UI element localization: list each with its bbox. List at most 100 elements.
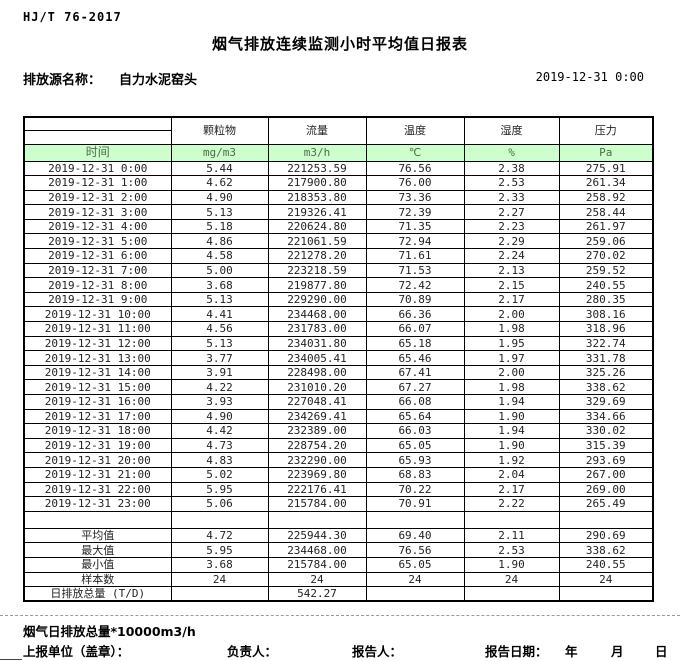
cell-value: 4.42 (170, 423, 269, 439)
cell-value: 240.55 (558, 556, 654, 573)
page-title: 烟气排放连续监测小时平均值日报表 (211, 35, 468, 53)
cell-value: 4.86 (170, 233, 269, 250)
cell-value: 228498.00 (267, 364, 367, 381)
table-row: 2019-12-31 9:00 5.13 229290.00 70.89 2.17 280… (23, 291, 654, 308)
cell-value: 76.56 (365, 160, 465, 177)
cell-value: 275.91 (558, 160, 654, 177)
row-time: 2019-12-31 23:00 (23, 496, 172, 512)
cell-value: 267.00 (558, 466, 654, 483)
cell-value: 227048.41 (267, 394, 367, 410)
cell-value: 4.62 (170, 175, 269, 191)
cell-value: 65.05 (365, 437, 465, 454)
table-row: 2019-12-31 14:00 3.91 228498.00 67.41 2.00 32… (23, 364, 654, 381)
cell-value: 234269.41 (267, 408, 367, 425)
cell-value: 338.62 (558, 379, 654, 395)
cell-value (558, 510, 654, 529)
cell-value: 4.22 (170, 379, 269, 395)
cell-value (365, 586, 465, 602)
table-row: 2019-12-31 20:00 4.83 232290.00 65.93 1.92 29… (23, 452, 654, 468)
column-header-pressure: 压力 (558, 116, 654, 145)
table-row: 2019-12-31 13:00 3.77 234005.41 65.46 1.97 33… (23, 350, 654, 366)
cell-value: 4.72 (170, 527, 269, 544)
cell-value: 72.42 (365, 277, 465, 293)
cell-value: 1.90 (463, 556, 560, 573)
cell-value: 70.89 (365, 291, 465, 308)
source-name-label: 排放源名称： (23, 73, 102, 88)
cell-value (558, 586, 654, 602)
summary-label: 样本数 (23, 571, 172, 588)
cell-value (267, 510, 367, 529)
cell-value: 334.66 (558, 408, 654, 425)
cell-value (170, 586, 269, 602)
table-row: 2019-12-31 7:00 5.00 223218.59 71.53 2.13 259… (23, 262, 654, 279)
cell-value: 5.13 (170, 291, 269, 308)
cell-value (463, 586, 560, 602)
cell-value: 325.26 (558, 364, 654, 381)
cell-value: 1.94 (463, 423, 560, 439)
row-time: 2019-12-31 15:00 (23, 379, 172, 395)
standard-code: HJ/T 76-2017 (23, 10, 122, 24)
cell-value: 215784.00 (267, 556, 367, 573)
table-row: 2019-12-31 16:00 3.93 227048.41 66.08 1.94 32… (23, 394, 654, 410)
cell-value: 76.00 (365, 175, 465, 191)
cell-value: 221061.59 (267, 233, 367, 250)
table-row: 2019-12-31 0:00 5.44 221253.59 76.56 2.38 275… (23, 160, 654, 177)
summary-row: 平均值 4.72 225944.30 69.40 2.11 290.69 (23, 527, 654, 544)
cell-value: 5.13 (170, 335, 269, 352)
cell-value: 2.17 (463, 481, 560, 498)
cell-value: 5.95 (170, 542, 269, 558)
cell-value: 73.36 (365, 189, 465, 206)
cell-value: 65.46 (365, 350, 465, 366)
row-time: 2019-12-31 19:00 (23, 437, 172, 454)
row-time: 2019-12-31 2:00 (23, 189, 172, 206)
cell-value: 322.74 (558, 335, 654, 352)
day-label: 日 (655, 644, 668, 659)
row-time: 2019-12-31 7:00 (23, 262, 172, 279)
header-row-top: 颗粒物 流量 温度 湿度 压力 (23, 116, 654, 145)
cell-value: 65.05 (365, 556, 465, 573)
cell-value: 219877.80 (267, 277, 367, 293)
cell-value: 2.15 (463, 277, 560, 293)
cell-value: 228754.20 (267, 437, 367, 454)
cell-value: 5.18 (170, 218, 269, 235)
report-datetime: 2019-12-31 0:00 (535, 70, 644, 84)
cell-value: 338.62 (558, 542, 654, 558)
cell-value: 24 (463, 571, 560, 588)
page-bottom-edge-line (0, 659, 22, 660)
separator-row (23, 510, 654, 529)
cell-value: 3.93 (170, 394, 269, 410)
cell-value: 24 (558, 571, 654, 588)
unit-humidity: % (463, 143, 560, 162)
cell-value: 70.22 (365, 481, 465, 498)
row-time: 2019-12-31 4:00 (23, 218, 172, 235)
row-time: 2019-12-31 0:00 (23, 160, 172, 177)
cell-value: 223218.59 (267, 262, 367, 279)
cell-value: 2.00 (463, 306, 560, 323)
cell-value: 329.69 (558, 394, 654, 410)
cell-value: 259.06 (558, 233, 654, 250)
cell-value: 65.93 (365, 452, 465, 468)
cell-value: 4.41 (170, 306, 269, 323)
cell-value: 232290.00 (267, 452, 367, 468)
cell-value: 232389.00 (267, 423, 367, 439)
cell-value: 4.73 (170, 437, 269, 454)
row-time: 2019-12-31 22:00 (23, 481, 172, 498)
cell-value: 261.34 (558, 175, 654, 191)
row-time: 2019-12-31 12:00 (23, 335, 172, 352)
cell-value: 261.97 (558, 218, 654, 235)
summary-label: 平均值 (23, 527, 172, 544)
cell-value (365, 510, 465, 529)
header-corner-bottom (23, 130, 172, 145)
responsible-person-label: 负责人： (227, 644, 278, 659)
source-name-value: 自力水泥窑头 (119, 73, 198, 88)
cell-value: 2.17 (463, 291, 560, 308)
cell-value: 24 (365, 571, 465, 588)
table-row: 2019-12-31 22:00 5.95 222176.41 70.22 2.17 26… (23, 481, 654, 498)
cell-value: 223969.80 (267, 466, 367, 483)
cell-value: 229290.00 (267, 291, 367, 308)
cell-value: 2.38 (463, 160, 560, 177)
emission-source-line: 排放源名称： 自力水泥窑头 (23, 69, 197, 88)
cell-value: 2.53 (463, 175, 560, 191)
cell-value: 71.53 (365, 262, 465, 279)
cell-value: 1.98 (463, 321, 560, 337)
